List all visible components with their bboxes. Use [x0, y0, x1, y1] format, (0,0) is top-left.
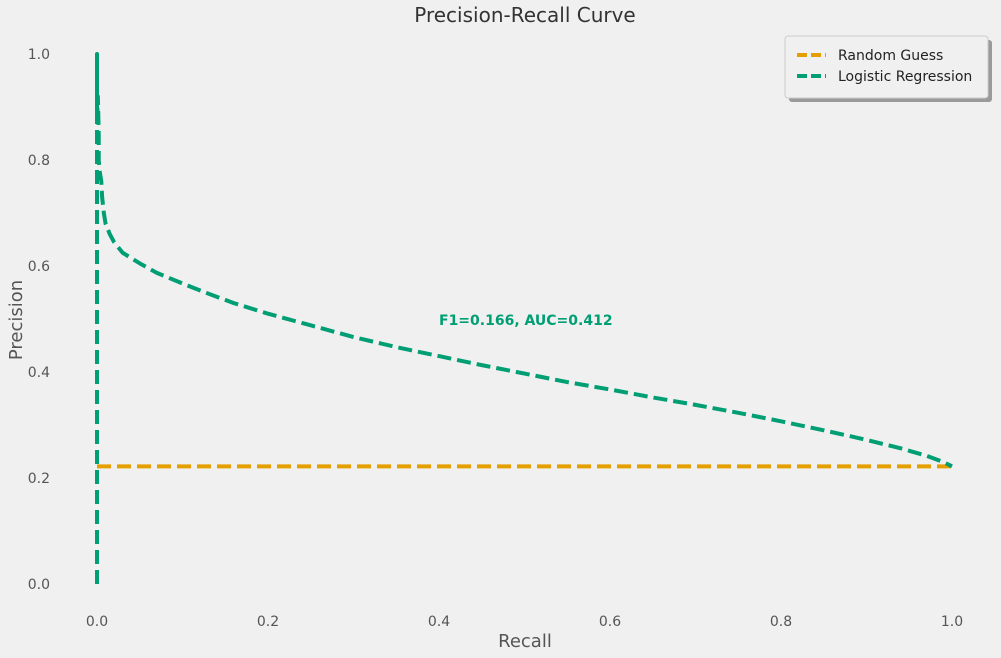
legend-box: [784, 35, 989, 99]
y-tick-labels: 0.0 0.2 0.4 0.6 0.8 1.0: [28, 47, 50, 593]
y-axis-label: Precision: [6, 280, 27, 360]
x-tick-label: 0.6: [599, 614, 621, 630]
x-tick-label: 0.0: [86, 614, 108, 630]
x-tick-label: 0.8: [770, 614, 792, 630]
legend-label: Random Guess: [838, 48, 943, 64]
y-tick-label: 0.6: [28, 259, 50, 275]
y-tick-label: 0.8: [28, 153, 50, 169]
annotation-layer: F1=0.166, AUC=0.412: [439, 313, 613, 329]
x-tick-label: 0.2: [257, 614, 279, 630]
chart-title: Precision-Recall Curve: [414, 3, 635, 27]
legend-label: Logistic Regression: [838, 69, 972, 85]
y-tick-label: 0.4: [28, 365, 50, 381]
y-tick-label: 0.2: [28, 471, 50, 487]
x-tick-labels: 0.0 0.2 0.4 0.6 0.8 1.0: [86, 614, 963, 630]
x-axis-label: Recall: [498, 631, 552, 652]
legend-items: Random Guess Logistic Regression: [797, 48, 972, 85]
legend: Random Guess Logistic Regression: [784, 35, 992, 102]
series-line-logistic-regression: [95, 52, 953, 584]
series-layer: [95, 52, 953, 584]
x-tick-label: 1.0: [941, 614, 963, 630]
metrics-annotation: F1=0.166, AUC=0.412: [439, 313, 613, 329]
x-tick-label: 0.4: [428, 614, 450, 630]
y-tick-label: 1.0: [28, 47, 50, 63]
y-tick-label: 0.0: [28, 577, 50, 593]
